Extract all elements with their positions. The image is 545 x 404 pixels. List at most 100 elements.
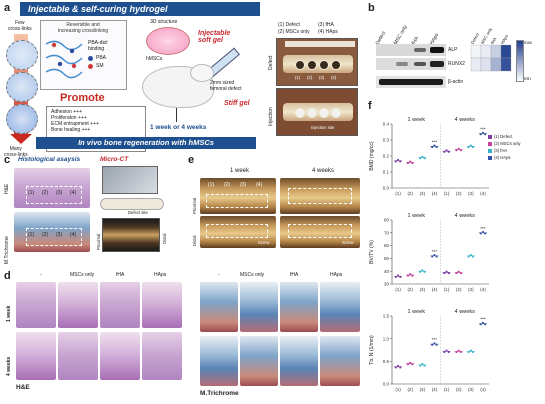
facet-title: 4 weeks — [455, 213, 475, 219]
column-label: MSCs only — [240, 272, 265, 278]
legend-marker — [488, 156, 492, 160]
defect-site-label: Defect site — [128, 210, 148, 215]
x-tick-label: (4) — [480, 287, 486, 292]
network-circle-2 — [6, 72, 38, 102]
y-tick-label: 0.0 — [383, 382, 390, 387]
panel-f-letter: f — [368, 100, 372, 112]
panel-b-letter: b — [368, 2, 375, 14]
x-tick-label: (1) — [444, 387, 450, 392]
panel-a: a Injectable & self-curing hydrogel Few … — [0, 0, 360, 158]
y-tick-label: 0.3 — [383, 138, 390, 143]
mt-tile — [320, 282, 360, 332]
microct-title: Micro-CT — [100, 156, 129, 163]
legend-item: (1) Defect — [488, 134, 543, 141]
hole-label: (3) — [240, 182, 247, 188]
blot-alp — [376, 44, 446, 56]
facet-title: 1 week — [408, 117, 426, 123]
x-tick-label: (3) — [420, 287, 426, 292]
histology-title: Histological asaysis — [18, 156, 81, 163]
panel-d-letter: d — [4, 270, 11, 282]
heatmap-max-label: max — [524, 40, 532, 45]
x-tick-label: (2) — [407, 191, 413, 196]
blot-band — [430, 47, 444, 53]
mt-tile — [280, 336, 318, 386]
rat-head — [190, 64, 214, 82]
column-label: - — [40, 272, 42, 278]
defect-photo: (1) (2) (3) (4) — [276, 38, 358, 86]
pba-legend-label: PBA — [96, 55, 107, 61]
femoral-defect-label: 2mm sized femoral defect — [210, 80, 242, 92]
injected-hole-3 — [319, 108, 329, 118]
blot-band — [396, 62, 408, 66]
chart-tbn: 0.0 0.5 1.0 1.5 Tb. N (1/mm) 1 week (1) (2) (3) (… — [369, 309, 489, 392]
y-tick-label: 0.5 — [383, 359, 390, 364]
significance-mark: *** — [480, 127, 486, 132]
hole-label: (4) — [70, 190, 77, 196]
many-crosslinks-label: Many cross-links — [4, 146, 28, 158]
hole-label: (3) — [56, 190, 63, 196]
hole-label: (1) — [28, 190, 35, 196]
legend-marker — [488, 142, 492, 146]
x-tick-label: (2) — [456, 387, 462, 392]
blot-row-label: β-actin — [448, 79, 464, 85]
facet-title: 1 week — [408, 309, 426, 315]
blot-band — [414, 48, 426, 52]
timepoint-arrow — [176, 108, 177, 122]
screw-label: Screw — [258, 240, 270, 245]
promote-item: ECM entrapment +++ — [51, 121, 99, 127]
legend-label: (3) fHA — [494, 148, 508, 153]
hole-label: (4) — [70, 232, 77, 238]
legend-item: (2) MSCs only — [488, 141, 543, 148]
facet-title: 4 weeks — [455, 117, 475, 123]
y-tick-label: 30 — [384, 282, 390, 287]
legend-label: (2) MSCs only — [494, 141, 521, 146]
screw-label: Screw — [342, 240, 354, 245]
blot-column-label: MSC only — [392, 24, 409, 46]
hole-label: (4) — [331, 75, 337, 80]
microct-scanner — [102, 166, 158, 194]
y-tick-label: 40 — [384, 269, 390, 274]
network-circle-1 — [6, 40, 38, 70]
x-tick-label: (4) — [432, 387, 438, 392]
injection-photo-label: Injection — [268, 107, 274, 126]
x-tick-label: (4) — [480, 191, 486, 196]
heatmap-cell — [500, 57, 512, 72]
histology-mt-image: (1) (2) (3) (4) — [14, 212, 90, 252]
stiff-gel-label: Stiff gel — [224, 100, 250, 107]
microct-scan — [102, 218, 160, 252]
hole-label: (1) — [28, 232, 35, 238]
mt-tile — [200, 282, 238, 332]
bone-photo-4wk-proximal — [280, 178, 360, 214]
polymer-network — [45, 40, 83, 79]
legend: (1) Defect (2) MSCs only (3) fHA (4) HAp… — [488, 134, 543, 162]
legend-marker — [488, 149, 492, 153]
femur-strip — [283, 55, 353, 73]
hole-label: (1) — [295, 75, 301, 80]
blot-band — [379, 79, 443, 85]
timepoint-label: 1 week — [230, 168, 250, 174]
defect-photo-label: Defect — [268, 55, 274, 70]
injected-hole-1 — [295, 108, 305, 118]
x-tick-label: (4) — [432, 287, 438, 292]
injectable-soft-gel: Injectable soft gel — [198, 30, 231, 44]
legend-item: (4) HAps — [488, 155, 543, 162]
x-tick-label: (3) — [420, 387, 426, 392]
he-tile — [58, 332, 98, 380]
gel-sphere — [146, 27, 190, 55]
blot-row-label: RUNX2 — [448, 61, 465, 67]
roi-box — [288, 224, 352, 238]
hole-label: (3) — [319, 75, 325, 80]
legend-label: (1) Defect — [494, 134, 513, 139]
y-tick-label: 0.4 — [383, 122, 390, 127]
legend-marker — [488, 135, 492, 139]
row-label: 4 weeks — [6, 356, 12, 376]
proximal-label: Proximal — [192, 197, 197, 214]
y-tick-label: 60 — [384, 243, 390, 248]
roi-box — [26, 186, 82, 204]
he-label: H&E — [4, 183, 10, 194]
column-label: - — [218, 272, 220, 278]
x-tick-label: (1) — [395, 287, 401, 292]
mt-tile — [240, 336, 278, 386]
x-tick-label: (3) — [468, 387, 474, 392]
injected-hole-4 — [331, 108, 341, 118]
